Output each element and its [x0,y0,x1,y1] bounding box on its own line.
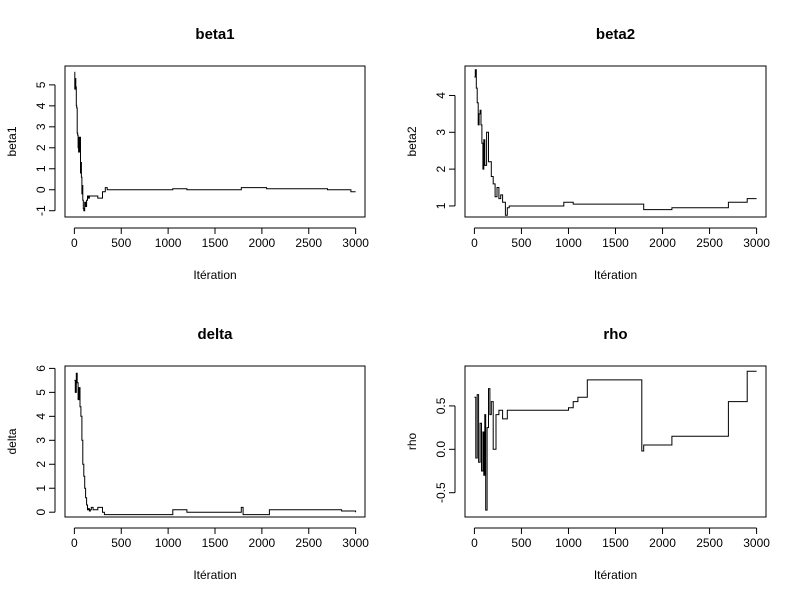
x-tick-label: 0 [471,236,478,250]
y-tick-label: -0.5 [434,482,448,503]
y-tick-label: 5 [34,389,48,396]
x-tick-label: 1500 [602,536,629,550]
series-line-beta1 [74,71,356,212]
y-tick-label: 4 [434,92,448,99]
x-tick-label: 2000 [649,536,676,550]
x-tick-label: 1000 [155,236,182,250]
y-tick-label: 6 [34,365,48,372]
chart-title: beta2 [596,26,635,43]
series-line-delta [74,372,357,516]
x-axis-label: Itération [594,568,637,582]
chart-panel-delta: delta 0 500 1000 1500 2000 2500 3000 0 1 2 3 4 5 6 Itér… [5,326,369,582]
x-tick-label: 2500 [696,536,723,550]
chart-panel-rho: rho 0 500 1000 1500 2000 2500 3000 -0.5 0.0 0.5 Ité… [405,326,770,582]
x-tick-label: 500 [511,236,531,250]
x-tick-label: 1500 [602,236,629,250]
y-tick-label: 0 [34,509,48,516]
x-tick-label: 2500 [696,236,723,250]
y-tick-label: 3 [34,123,48,130]
plot-frame [64,65,366,218]
x-tick-label: 0 [71,236,78,250]
y-tick-label: 0.0 [434,441,448,458]
y-axis-label: beta1 [5,126,19,156]
x-tick-label: 500 [111,236,131,250]
x-tick-label: 1500 [202,536,229,550]
y-tick-label: 2 [434,165,448,172]
x-tick-label: 500 [111,536,131,550]
x-tick-label: 1000 [555,236,582,250]
x-tick-label: 3000 [743,236,770,250]
plot-frame [64,365,366,518]
x-tick-label: 3000 [342,536,369,550]
y-tick-label: 3 [434,129,448,136]
y-tick-label: 4 [34,413,48,420]
y-axis-label: delta [5,428,19,454]
x-tick-label: 3000 [743,536,770,550]
y-tick-label: 2 [34,144,48,151]
x-axis-label: Itération [594,268,637,282]
x-tick-label: 3000 [342,236,369,250]
x-tick-label: 2000 [649,236,676,250]
plot-frame [464,365,767,518]
x-tick-label: 0 [471,536,478,550]
x-tick-label: 1000 [555,536,582,550]
series-line-rho [474,370,757,511]
x-tick-label: 500 [511,536,531,550]
x-tick-label: 2500 [295,236,322,250]
y-tick-label: 1 [34,485,48,492]
y-axis-label: rho [405,433,419,451]
x-tick-label: 2000 [249,536,276,550]
chart-title: delta [197,326,233,343]
chart-panel-beta1: beta1 0 500 1000 1500 2000 2500 3000 -1 0 1 2 3 4 5 Ité… [5,26,369,282]
y-tick-label: -1 [34,205,48,216]
chart-title: rho [603,326,627,343]
x-tick-label: 2500 [295,536,322,550]
x-tick-label: 2000 [249,236,276,250]
y-tick-label: 0 [34,186,48,193]
series-line-beta2 [474,69,757,216]
x-axis-label: Itération [193,268,236,282]
x-tick-label: 1500 [202,236,229,250]
y-tick-label: 2 [34,461,48,468]
y-tick-label: 1 [34,165,48,172]
y-tick-label: 3 [34,437,48,444]
chart-panel-beta2: beta2 0 500 1000 1500 2000 2500 3000 1 2 3 4 Itérati… [405,26,770,282]
y-tick-label: 4 [34,102,48,109]
x-tick-label: 0 [71,536,78,550]
y-axis-label: beta2 [405,126,419,156]
y-tick-label: 5 [34,81,48,88]
y-tick-label: 0.5 [434,397,448,414]
x-axis-label: Itération [193,568,236,582]
x-tick-label: 1000 [155,536,182,550]
y-tick-label: 1 [434,202,448,209]
chart-title: beta1 [195,26,234,43]
plot-frame [464,65,767,218]
